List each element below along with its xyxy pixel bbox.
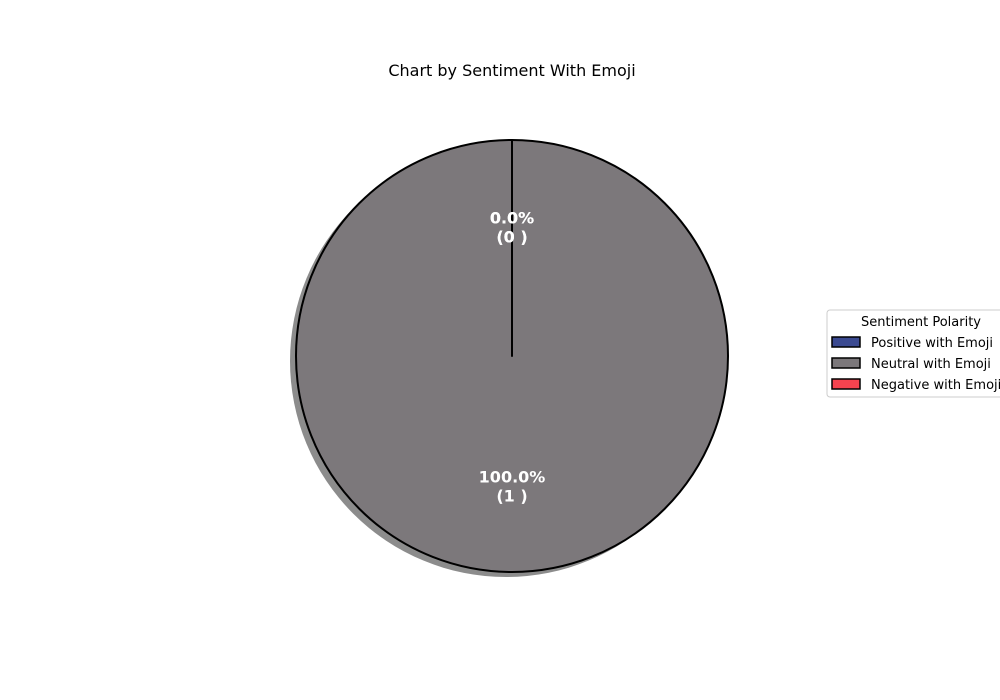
chart-title: Chart by Sentiment With Emoji [388, 61, 635, 80]
legend-swatch-negative-with-emoji [831, 378, 861, 390]
legend-label-neutral-with-emoji: Neutral with Emoji [871, 357, 991, 372]
legend-label-positive-with-emoji: Positive with Emoji [871, 336, 993, 351]
slice-label-neutral-with-emoji: 100.0% (1 ) [479, 468, 546, 506]
legend-entries: Positive with Emoji Neutral with Emoji Neg… [831, 336, 1000, 393]
legend: Sentiment Polarity Positive with Emoji Ne… [826, 309, 1000, 398]
legend-label-negative-with-emoji: Negative with Emoji [871, 378, 1000, 393]
legend-swatch-positive-with-emoji [831, 336, 861, 348]
pie [290, 139, 729, 577]
legend-title: Sentiment Polarity [861, 315, 981, 330]
legend-swatch-neutral-with-emoji [831, 357, 861, 369]
slice-labels: 0.0% (0 )100.0% (1 )0.0% (0 ) [479, 208, 546, 505]
slice-label-negative-with-emoji: 0.0% (0 ) [490, 208, 534, 246]
slice-label-positive-with-emoji: 0.0% (0 ) [490, 208, 534, 246]
legend-frame [826, 309, 1000, 398]
